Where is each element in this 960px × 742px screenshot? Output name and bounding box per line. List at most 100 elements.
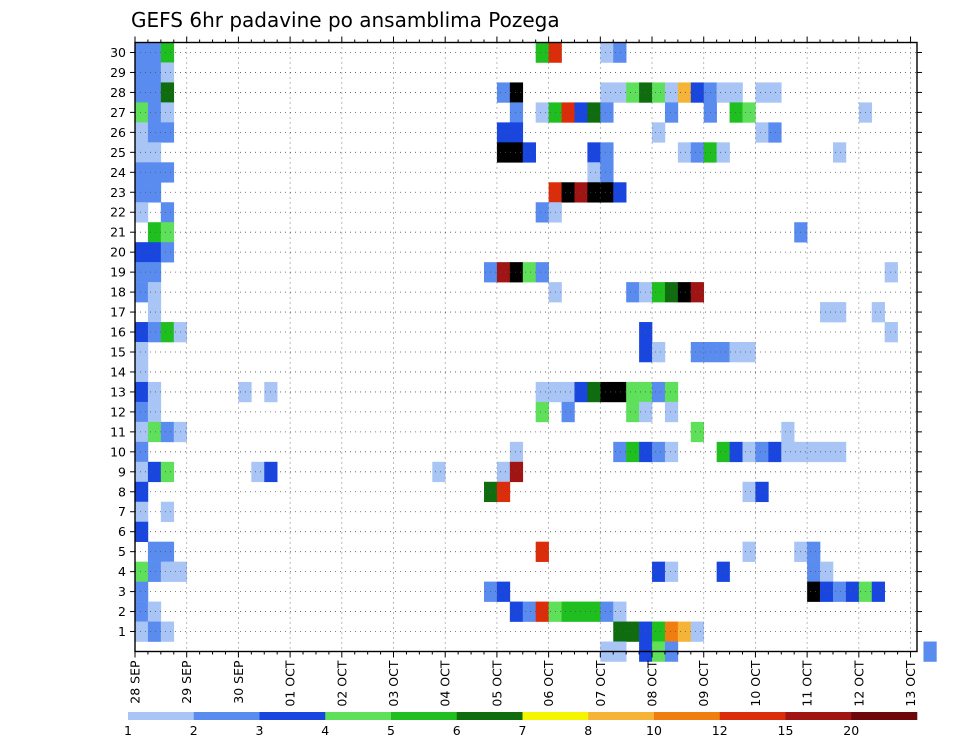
y-tick-label: 4 bbox=[118, 564, 126, 579]
y-tick-label: 19 bbox=[110, 265, 126, 280]
precip-cell bbox=[535, 262, 549, 283]
precip-cell bbox=[600, 82, 614, 103]
precip-cell bbox=[147, 142, 162, 163]
precip-cell bbox=[677, 142, 692, 163]
legend-label: 20 bbox=[843, 723, 859, 738]
x-tick-label: 28 SEP bbox=[128, 660, 143, 704]
precip-cell bbox=[509, 262, 524, 283]
precip-cell bbox=[652, 561, 666, 582]
legend-label: 2 bbox=[190, 723, 198, 738]
precip-cell bbox=[160, 62, 175, 83]
legend-swatch bbox=[391, 712, 458, 720]
precip-cell bbox=[160, 202, 175, 223]
y-tick-label: 9 bbox=[118, 464, 126, 479]
precip-cell bbox=[781, 421, 795, 443]
precip-cell bbox=[147, 122, 162, 143]
y-tick-label: 13 bbox=[110, 384, 126, 399]
y-tick-label: 12 bbox=[110, 404, 126, 419]
precip-cell bbox=[820, 302, 834, 323]
precip-cell bbox=[135, 441, 149, 463]
precip-cell bbox=[600, 182, 614, 203]
precip-cell bbox=[626, 621, 640, 642]
precip-cell bbox=[690, 342, 705, 363]
x-tick-label: 09 OCT bbox=[696, 660, 711, 706]
y-tick-label: 16 bbox=[110, 325, 126, 340]
precip-cell bbox=[147, 541, 162, 562]
precip-cell bbox=[147, 42, 162, 63]
precip-cell bbox=[535, 601, 549, 622]
precip-cell bbox=[561, 381, 575, 403]
precip-cell bbox=[716, 142, 730, 163]
precip-cell bbox=[509, 82, 524, 103]
precip-cell bbox=[664, 102, 679, 123]
legend-label: 7 bbox=[519, 723, 527, 738]
precip-cell bbox=[587, 182, 601, 203]
y-tick-label: 8 bbox=[118, 484, 126, 499]
precip-cell bbox=[147, 62, 162, 83]
y-tick-label: 27 bbox=[110, 105, 126, 120]
precip-cell bbox=[509, 441, 524, 463]
precip-cell bbox=[135, 342, 149, 363]
precip-cell bbox=[496, 142, 511, 163]
x-tick-label: 29 SEP bbox=[179, 660, 194, 704]
x-tick-label: 12 OCT bbox=[851, 660, 866, 706]
precip-cell bbox=[160, 501, 175, 523]
precip-cell bbox=[509, 122, 524, 143]
precip-cell bbox=[574, 102, 588, 123]
precip-cell bbox=[832, 302, 847, 323]
precip-cell bbox=[664, 621, 679, 642]
precip-cell bbox=[561, 102, 575, 123]
precip-cell bbox=[613, 601, 627, 622]
precip-cell bbox=[923, 641, 937, 662]
grid-lines bbox=[135, 42, 917, 652]
precip-cell bbox=[677, 82, 692, 103]
y-tick-label: 1 bbox=[118, 624, 126, 639]
legend-label: 12 bbox=[712, 723, 728, 738]
precip-cell bbox=[135, 521, 149, 542]
precip-cell bbox=[755, 122, 769, 143]
x-tick-label: 05 OCT bbox=[489, 660, 504, 706]
precip-cell bbox=[160, 242, 175, 263]
precip-cell bbox=[664, 561, 679, 582]
x-axis: 28 SEP 29 SEP 30 SEP 01 OCT 02 OCT 03 OCT 04 O… bbox=[128, 36, 918, 707]
precip-cell bbox=[135, 42, 149, 63]
precip-cell bbox=[496, 461, 511, 483]
precip-cell bbox=[600, 102, 614, 123]
precip-cell bbox=[147, 461, 162, 483]
precip-cell bbox=[135, 381, 149, 403]
precip-cell bbox=[135, 122, 149, 143]
precip-cell bbox=[147, 401, 162, 423]
x-tick-label: 07 OCT bbox=[593, 660, 608, 706]
precip-cell bbox=[807, 561, 821, 582]
precip-cell bbox=[690, 621, 705, 642]
precip-cell bbox=[160, 122, 175, 143]
precip-cell bbox=[587, 381, 601, 403]
precip-cell bbox=[135, 581, 149, 602]
precip-cell bbox=[135, 361, 149, 383]
legend-swatch bbox=[588, 712, 655, 720]
precip-cell bbox=[147, 182, 162, 203]
y-tick-label: 17 bbox=[110, 305, 126, 320]
precip-cell bbox=[820, 441, 834, 463]
precip-cell bbox=[664, 441, 679, 463]
precip-cell bbox=[652, 282, 666, 303]
legend-label: 1 bbox=[124, 723, 132, 738]
precip-cell bbox=[135, 162, 149, 183]
y-tick-label: 5 bbox=[118, 544, 126, 559]
precip-cell bbox=[135, 102, 149, 123]
precip-cell bbox=[135, 242, 149, 263]
precip-cell bbox=[652, 342, 666, 363]
precip-cell bbox=[807, 581, 821, 602]
precip-cell bbox=[509, 142, 524, 163]
precip-cell bbox=[160, 82, 175, 103]
precip-cell bbox=[160, 421, 175, 443]
legend-swatch bbox=[325, 712, 392, 720]
precip-cell bbox=[522, 142, 536, 163]
precip-cell bbox=[135, 561, 149, 582]
precip-cell bbox=[716, 441, 730, 463]
legend-label: 8 bbox=[584, 723, 592, 738]
precip-cell bbox=[251, 461, 265, 483]
precip-cell bbox=[729, 342, 743, 363]
y-tick-label: 22 bbox=[110, 205, 126, 220]
precip-cell bbox=[135, 62, 149, 83]
